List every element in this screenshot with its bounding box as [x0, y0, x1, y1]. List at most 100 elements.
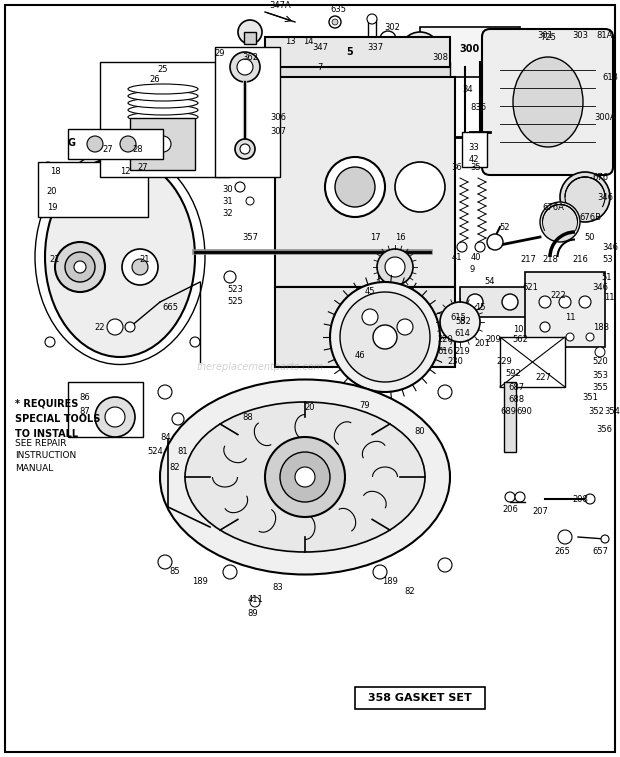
- Bar: [270, 92, 450, 97]
- Circle shape: [55, 242, 105, 292]
- Circle shape: [584, 299, 596, 311]
- Text: 13: 13: [285, 38, 295, 46]
- Text: 12: 12: [120, 167, 130, 176]
- Bar: [275, 77, 455, 287]
- Circle shape: [467, 294, 483, 310]
- Text: 337: 337: [367, 42, 383, 51]
- Text: 220: 220: [437, 335, 453, 344]
- Bar: [460, 287, 550, 317]
- Text: 615: 615: [450, 313, 466, 322]
- Text: 51: 51: [602, 273, 613, 282]
- Text: 26: 26: [149, 76, 161, 85]
- Circle shape: [155, 136, 171, 152]
- Text: 665: 665: [162, 303, 178, 311]
- Text: 352: 352: [588, 407, 604, 416]
- Text: 689: 689: [500, 407, 516, 416]
- Circle shape: [265, 437, 345, 517]
- Text: 21: 21: [140, 256, 150, 264]
- Text: 50: 50: [585, 232, 595, 241]
- Circle shape: [230, 52, 260, 82]
- Text: 83: 83: [273, 582, 283, 591]
- Circle shape: [325, 157, 385, 217]
- Bar: [355, 687, 485, 709]
- Text: 189: 189: [382, 578, 398, 587]
- Text: 657: 657: [592, 547, 608, 556]
- Text: 19: 19: [46, 203, 57, 211]
- Circle shape: [373, 325, 397, 349]
- Circle shape: [190, 162, 200, 172]
- Text: 40: 40: [471, 253, 481, 261]
- Text: 28: 28: [133, 145, 143, 154]
- Text: 82: 82: [170, 463, 180, 472]
- Text: 355: 355: [592, 382, 608, 391]
- Circle shape: [362, 309, 378, 325]
- Text: 635: 635: [330, 5, 346, 14]
- Text: 362: 362: [242, 52, 258, 61]
- Circle shape: [158, 555, 172, 569]
- Text: 688: 688: [508, 394, 524, 403]
- Text: 7: 7: [317, 63, 322, 71]
- Text: 592: 592: [505, 369, 521, 378]
- Text: 85: 85: [170, 568, 180, 577]
- Text: 81A: 81A: [597, 30, 613, 39]
- Circle shape: [566, 333, 574, 341]
- Text: 30: 30: [223, 185, 233, 194]
- Text: 676: 676: [592, 173, 608, 182]
- Text: 303: 303: [572, 30, 588, 39]
- Circle shape: [585, 494, 595, 504]
- Text: 201: 201: [474, 339, 490, 348]
- Circle shape: [132, 259, 148, 275]
- Text: 621: 621: [522, 282, 538, 291]
- Text: 5: 5: [347, 47, 353, 57]
- Circle shape: [515, 492, 525, 502]
- Text: 36: 36: [451, 163, 463, 172]
- Circle shape: [580, 42, 600, 62]
- Text: 222: 222: [550, 291, 566, 300]
- Circle shape: [87, 136, 103, 152]
- Text: 616: 616: [437, 347, 453, 357]
- Text: 216: 216: [572, 254, 588, 263]
- Text: G: G: [68, 138, 76, 148]
- Text: 265: 265: [554, 547, 570, 556]
- Text: 81: 81: [178, 447, 188, 456]
- Text: 10: 10: [513, 325, 523, 334]
- Circle shape: [475, 242, 485, 252]
- Bar: [270, 80, 450, 85]
- Circle shape: [457, 242, 467, 252]
- Bar: [270, 86, 450, 91]
- Text: 217: 217: [520, 254, 536, 263]
- Text: SEE REPAIR
INSTRUCTION
MANUAL: SEE REPAIR INSTRUCTION MANUAL: [15, 439, 76, 473]
- Circle shape: [579, 296, 591, 308]
- Text: 354: 354: [604, 407, 620, 416]
- Text: 84: 84: [161, 432, 171, 441]
- Text: 52: 52: [500, 223, 510, 232]
- Circle shape: [107, 319, 123, 335]
- Circle shape: [235, 139, 255, 159]
- Circle shape: [543, 40, 567, 64]
- Circle shape: [540, 297, 550, 307]
- Text: 525: 525: [227, 297, 243, 306]
- Text: 188: 188: [593, 322, 609, 332]
- Text: 82: 82: [405, 587, 415, 597]
- Text: 54: 54: [485, 278, 495, 286]
- Bar: [270, 110, 450, 115]
- Circle shape: [65, 252, 95, 282]
- Text: 229: 229: [496, 357, 512, 366]
- Circle shape: [250, 597, 260, 607]
- Text: 725: 725: [540, 33, 556, 42]
- Circle shape: [373, 565, 387, 579]
- Text: 676A: 676A: [542, 203, 564, 211]
- Bar: [38, 162, 148, 217]
- Circle shape: [335, 167, 375, 207]
- Text: 347: 347: [312, 42, 328, 51]
- Bar: [275, 287, 455, 367]
- Text: 25: 25: [157, 64, 168, 73]
- Text: 346: 346: [592, 282, 608, 291]
- Circle shape: [558, 530, 572, 544]
- Circle shape: [223, 565, 237, 579]
- Text: 45: 45: [365, 288, 375, 297]
- Bar: [420, 27, 520, 77]
- Circle shape: [540, 322, 550, 332]
- Ellipse shape: [128, 105, 198, 115]
- Circle shape: [235, 182, 245, 192]
